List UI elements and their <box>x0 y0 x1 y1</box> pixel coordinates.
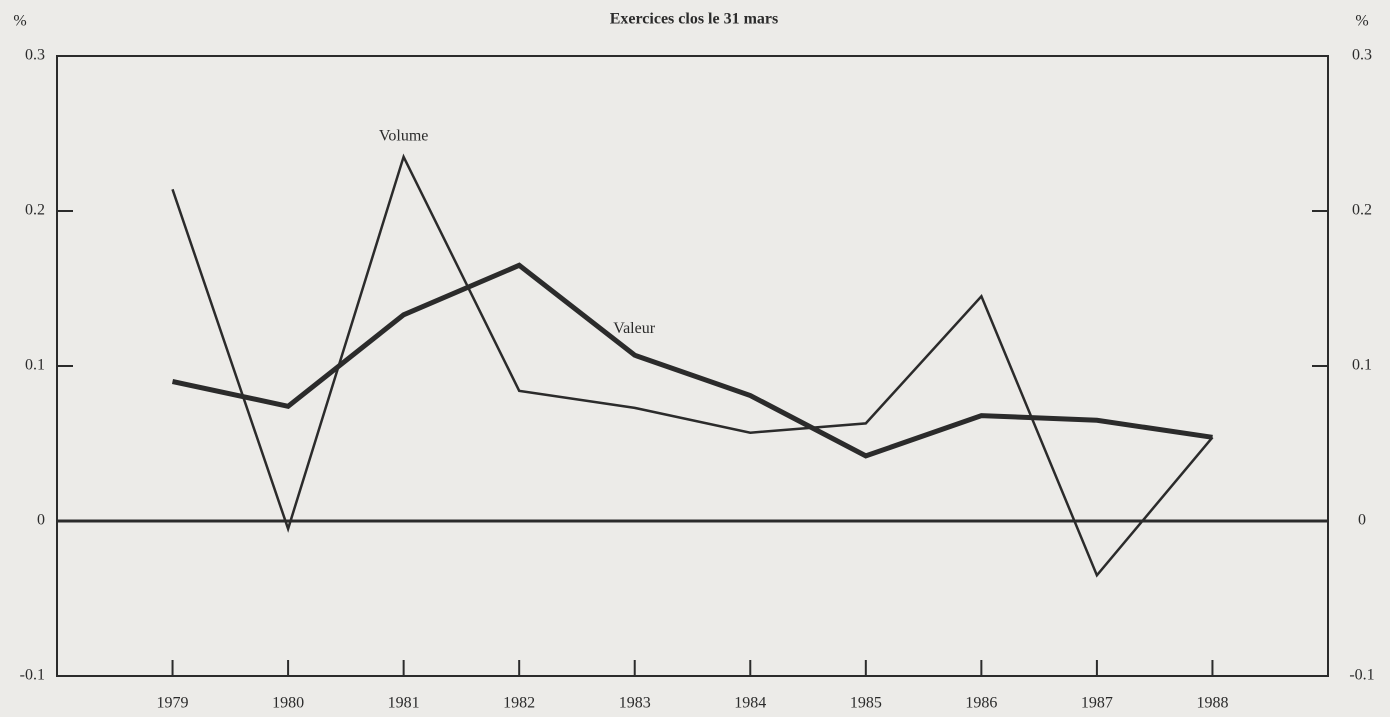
y2-tick-label: -0.1 <box>1349 667 1374 684</box>
x-tick-label: 1986 <box>965 695 997 712</box>
x-tick-label: 1984 <box>734 695 766 712</box>
x-tick-label: 1979 <box>157 695 189 712</box>
series-label: Valeur <box>613 320 655 337</box>
y2-axis-unit: % <box>1355 13 1368 30</box>
x-tick-label: 1985 <box>850 695 882 712</box>
y2-tick-label: 0.1 <box>1352 357 1372 374</box>
x-tick-label: 1980 <box>272 695 304 712</box>
x-tick-label: 1981 <box>388 695 420 712</box>
x-tick-label: 1983 <box>619 695 651 712</box>
series-line <box>171 153 1214 578</box>
y2-tick-label: 0 <box>1358 512 1366 529</box>
x-tick-label: 1982 <box>503 695 535 712</box>
series-label: Volume <box>379 127 428 144</box>
series-line <box>171 262 1213 459</box>
y2-tick-label: 0.2 <box>1352 202 1372 219</box>
y-tick-label: 0.1 <box>25 357 45 374</box>
chart-title: Exercices clos le 31 mars <box>610 11 779 28</box>
x-tick-label: 1987 <box>1081 695 1113 712</box>
y-tick-label: -0.1 <box>20 667 45 684</box>
y-tick-label: 0.2 <box>25 202 45 219</box>
y-axis-unit: % <box>13 13 26 30</box>
y2-tick-label: 0.3 <box>1352 47 1372 64</box>
x-tick-label: 1988 <box>1196 695 1228 712</box>
y-tick-label: 0.3 <box>25 47 45 64</box>
y-tick-label: 0 <box>37 512 45 529</box>
